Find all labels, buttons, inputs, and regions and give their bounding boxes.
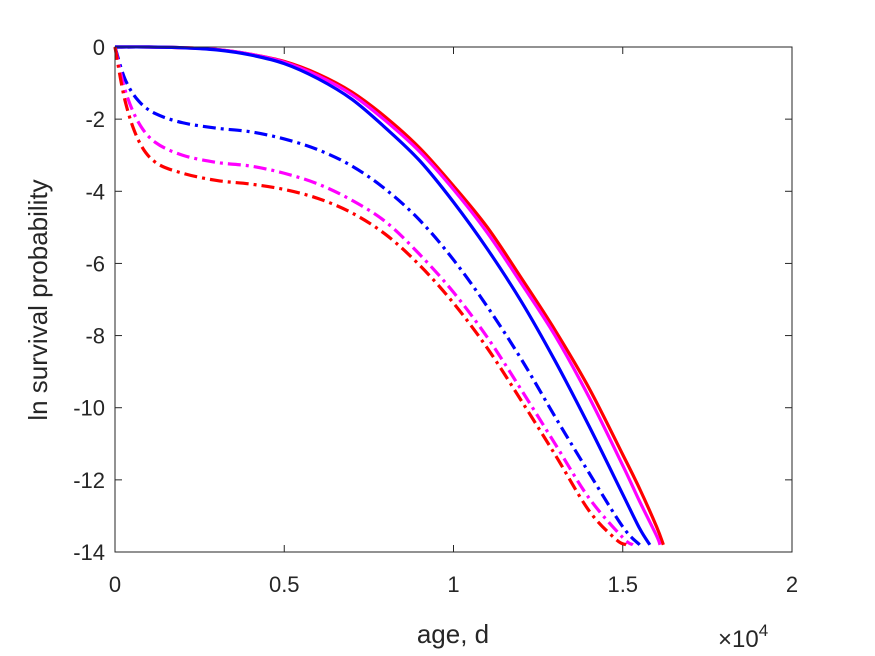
y-tick-label: -4 xyxy=(85,179,105,204)
y-tick-label: -10 xyxy=(73,396,105,421)
plot-area: 0 0.5 1 1.5 2 0 -2 -4 -6 -8 -10 -12 -14 xyxy=(73,35,798,597)
x-exponent-power: 4 xyxy=(759,621,768,640)
series-layer xyxy=(113,45,665,547)
x-tick-label: 0.5 xyxy=(269,572,300,597)
x-exponent-base: ×10 xyxy=(718,626,759,653)
y-tick-label: 0 xyxy=(93,35,105,60)
x-axis-label: age, d xyxy=(417,619,489,649)
x-tick-label: 2 xyxy=(786,572,798,597)
series-line-dashdot-3 xyxy=(113,46,641,546)
x-tick-label: 1.5 xyxy=(607,572,638,597)
y-tick-label: -12 xyxy=(73,468,105,493)
ticks-layer: 0 0.5 1 1.5 2 0 -2 -4 -6 -8 -10 -12 -14 xyxy=(73,35,798,597)
y-tick-label: -2 xyxy=(85,107,105,132)
y-tick-label: -6 xyxy=(85,251,105,276)
y-tick-label: -14 xyxy=(73,540,105,565)
series-line-dashdot-4 xyxy=(113,46,634,547)
x-tick-label: 0 xyxy=(109,572,121,597)
series-line-solid-2 xyxy=(114,45,652,546)
x-tick-label: 1 xyxy=(447,572,459,597)
series-line-dashdot-5 xyxy=(113,46,627,547)
y-tick-label: -8 xyxy=(85,324,105,349)
y-axis-label: ln survival probability xyxy=(23,179,53,420)
x-axis-exponent: ×104 xyxy=(718,621,768,653)
